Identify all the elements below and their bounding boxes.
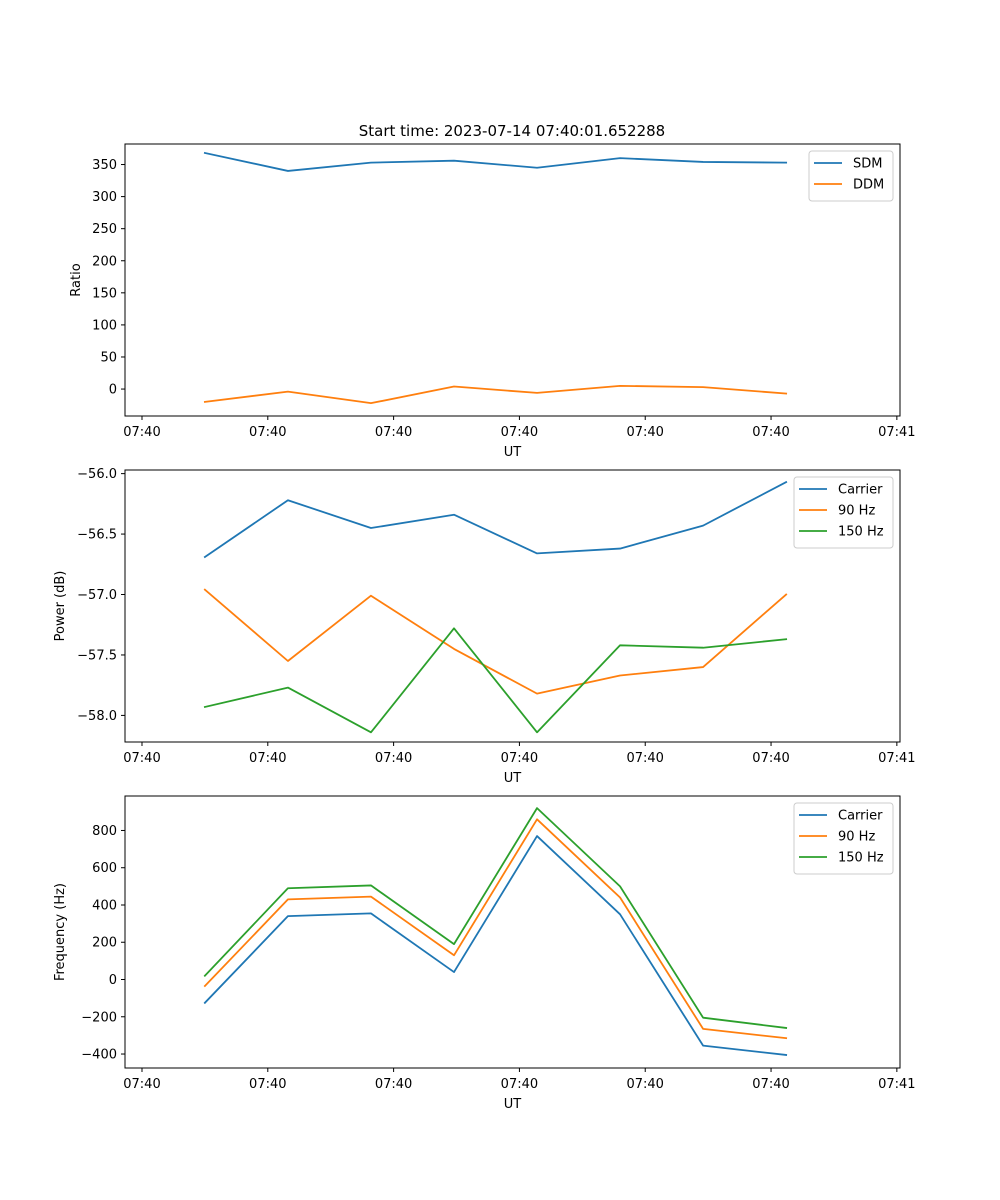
y-tick-label: 150 bbox=[92, 286, 117, 301]
x-tick-label: 07:40 bbox=[501, 425, 538, 440]
legend: SDM DDM bbox=[808, 150, 894, 202]
x-tick-label: 07:40 bbox=[123, 1077, 160, 1092]
figure-title: Start time: 2023-07-14 07:40:01.652288 bbox=[359, 122, 665, 140]
series-line-90-hz bbox=[203, 588, 788, 695]
x-tick-label: 07:41 bbox=[878, 425, 915, 440]
x-tick-label: 07:40 bbox=[123, 425, 160, 440]
y-tick-label: −400 bbox=[81, 1048, 117, 1063]
legend-label: DDM bbox=[853, 178, 884, 193]
x-tick-label: 07:40 bbox=[752, 425, 789, 440]
chart-frequency: 07:40 07:40 07:40 07:40 07:40 07:40 07:41 −400 −… bbox=[53, 795, 916, 1112]
legend-label: 150 Hz bbox=[838, 851, 884, 866]
y-axis-label: Ratio bbox=[69, 263, 84, 296]
y-tick-label: −56.0 bbox=[77, 467, 117, 482]
y-tick-label: −58.0 bbox=[77, 709, 117, 724]
legend-label: 150 Hz bbox=[838, 525, 884, 540]
axes-frame bbox=[124, 143, 901, 417]
y-tick-label: 0 bbox=[109, 383, 117, 398]
y-tick-label: 300 bbox=[92, 190, 117, 205]
legend-label: 90 Hz bbox=[838, 504, 875, 519]
x-tick-label: 07:40 bbox=[626, 425, 663, 440]
x-tick-label: 07:40 bbox=[501, 1077, 538, 1092]
x-tick-label: 07:40 bbox=[375, 751, 412, 766]
series-line-150-hz bbox=[203, 807, 788, 1029]
y-tick-label: −57.0 bbox=[77, 588, 117, 603]
legend: Carrier 90 Hz 150 Hz bbox=[793, 802, 894, 875]
x-tick-label: 07:40 bbox=[249, 751, 286, 766]
x-tick-label: 07:40 bbox=[626, 751, 663, 766]
y-tick-label: 350 bbox=[92, 158, 117, 173]
y-tick-label: −56.5 bbox=[77, 528, 117, 543]
y-tick-label: 200 bbox=[92, 254, 117, 269]
legend: Carrier 90 Hz 150 Hz bbox=[793, 476, 894, 549]
y-tick-label: 100 bbox=[92, 318, 117, 333]
x-tick-label: 07:40 bbox=[123, 751, 160, 766]
series-line-150-hz bbox=[203, 627, 788, 734]
y-tick-label: 250 bbox=[92, 222, 117, 237]
series-line-ddm bbox=[203, 384, 788, 405]
x-tick-label: 07:41 bbox=[878, 1077, 915, 1092]
legend-label: 90 Hz bbox=[838, 830, 875, 845]
x-axis-label: UT bbox=[504, 771, 522, 786]
plots-container: 07:40 07:40 07:40 07:40 07:40 07:40 07:41 0 50 10… bbox=[53, 143, 916, 1112]
x-tick-label: 07:40 bbox=[375, 1077, 412, 1092]
series-line-carrier bbox=[203, 480, 788, 559]
x-axis-label: UT bbox=[504, 1097, 522, 1112]
series-line-90-hz bbox=[203, 818, 788, 1040]
chart-power: 07:40 07:40 07:40 07:40 07:40 07:40 07:41 −58.0… bbox=[53, 467, 916, 786]
y-tick-label: −57.5 bbox=[77, 648, 117, 663]
axes-frame bbox=[124, 795, 901, 1069]
x-tick-label: 07:41 bbox=[878, 751, 915, 766]
legend-label: Carrier bbox=[838, 809, 883, 824]
x-tick-label: 07:40 bbox=[752, 751, 789, 766]
chart-ratio: 07:40 07:40 07:40 07:40 07:40 07:40 07:41 0 50 10… bbox=[69, 143, 916, 460]
y-tick-label: 400 bbox=[92, 898, 117, 913]
x-axis-label: UT bbox=[504, 445, 522, 460]
x-tick-label: 07:40 bbox=[752, 1077, 789, 1092]
x-tick-label: 07:40 bbox=[375, 425, 412, 440]
x-tick-label: 07:40 bbox=[501, 751, 538, 766]
legend-label: Carrier bbox=[838, 483, 883, 498]
y-axis-label: Power (dB) bbox=[53, 571, 68, 642]
x-tick-label: 07:40 bbox=[249, 425, 286, 440]
y-tick-label: 600 bbox=[92, 861, 117, 876]
axes-frame bbox=[124, 469, 901, 743]
x-tick-label: 07:40 bbox=[249, 1077, 286, 1092]
y-tick-label: 0 bbox=[109, 973, 117, 988]
y-tick-label: 50 bbox=[100, 350, 117, 365]
y-axis-label: Frequency (Hz) bbox=[53, 883, 68, 981]
legend-label: SDM bbox=[853, 157, 882, 172]
series-line-sdm bbox=[203, 151, 788, 172]
y-tick-label: −200 bbox=[81, 1010, 117, 1025]
x-tick-label: 07:40 bbox=[626, 1077, 663, 1092]
y-tick-label: 200 bbox=[92, 936, 117, 951]
y-tick-label: 800 bbox=[92, 824, 117, 839]
series-line-carrier bbox=[203, 835, 788, 1056]
